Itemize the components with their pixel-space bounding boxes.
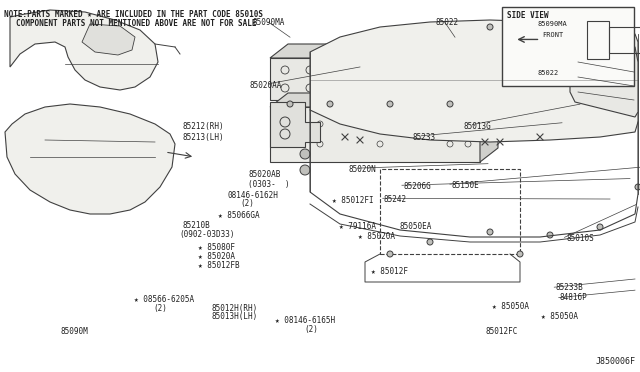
Text: (2): (2) <box>240 199 254 208</box>
Text: 85022: 85022 <box>435 18 458 27</box>
Polygon shape <box>480 93 498 162</box>
Text: SIDE VIEW: SIDE VIEW <box>508 12 549 20</box>
Text: ★ 08566-6205A: ★ 08566-6205A <box>134 295 195 304</box>
Text: J850006F: J850006F <box>596 357 636 366</box>
Polygon shape <box>270 44 473 58</box>
Text: ★ 08146-6165H: ★ 08146-6165H <box>275 316 335 325</box>
Text: ★ 85050A: ★ 85050A <box>492 302 529 311</box>
Circle shape <box>287 101 293 107</box>
Text: 08146-6162H: 08146-6162H <box>227 191 278 200</box>
Text: ★ 85050A: ★ 85050A <box>541 312 578 321</box>
Text: 85020AB: 85020AB <box>248 170 281 179</box>
Bar <box>502 7 634 86</box>
Text: ★ 85080F: ★ 85080F <box>198 243 236 252</box>
Circle shape <box>427 239 433 245</box>
Text: 85010S: 85010S <box>566 234 594 243</box>
Circle shape <box>487 24 493 30</box>
Text: ★ 85012FB: ★ 85012FB <box>198 262 240 270</box>
Text: 85206G: 85206G <box>403 182 431 190</box>
Text: (0902-03D33): (0902-03D33) <box>179 230 235 239</box>
Text: FRONT: FRONT <box>543 32 564 38</box>
Bar <box>270 58 455 100</box>
Text: 85013G: 85013G <box>464 122 492 131</box>
Circle shape <box>597 29 603 35</box>
Text: 85210B: 85210B <box>182 221 210 230</box>
Text: 85212(RH): 85212(RH) <box>182 122 224 131</box>
Polygon shape <box>310 20 638 142</box>
Circle shape <box>517 251 523 257</box>
Text: 85090M: 85090M <box>61 327 88 336</box>
Text: ★ 79116A: ★ 79116A <box>339 222 376 231</box>
Text: ★ 85020A: ★ 85020A <box>198 252 236 261</box>
Circle shape <box>547 232 553 238</box>
Text: (0303-  ): (0303- ) <box>248 180 290 189</box>
Circle shape <box>387 251 393 257</box>
Text: 85022: 85022 <box>538 70 559 76</box>
Circle shape <box>597 224 603 230</box>
Polygon shape <box>10 10 158 90</box>
Polygon shape <box>455 44 473 100</box>
Text: ★ 85012F: ★ 85012F <box>371 267 408 276</box>
Text: COMPONENT PARTS NOT MENTIONED ABOVE ARE NOT FOR SALE: COMPONENT PARTS NOT MENTIONED ABOVE ARE … <box>16 19 257 28</box>
Circle shape <box>547 27 553 33</box>
Circle shape <box>487 229 493 235</box>
Circle shape <box>387 101 393 107</box>
Text: ★ 85012FI: ★ 85012FI <box>332 196 373 205</box>
Text: ★ 85020A: ★ 85020A <box>358 232 396 241</box>
Text: NOTE:PARTS MARKED ★ ARE INCLUDED IN THE PART CODE 85010S: NOTE:PARTS MARKED ★ ARE INCLUDED IN THE … <box>4 10 263 19</box>
Circle shape <box>300 149 310 159</box>
Text: 85090MA: 85090MA <box>253 18 285 27</box>
Bar <box>588 22 609 60</box>
Circle shape <box>635 184 640 190</box>
Polygon shape <box>270 93 498 107</box>
Bar <box>270 107 480 162</box>
Circle shape <box>327 101 333 107</box>
Polygon shape <box>270 102 320 147</box>
Text: 85013H(LH): 85013H(LH) <box>211 312 257 321</box>
Polygon shape <box>82 24 135 55</box>
Text: 85242: 85242 <box>384 195 407 203</box>
Circle shape <box>300 165 310 175</box>
Text: (2): (2) <box>154 304 168 312</box>
Text: 85012H(RH): 85012H(RH) <box>211 304 257 312</box>
Text: (2): (2) <box>304 325 318 334</box>
Bar <box>609 28 640 54</box>
Circle shape <box>447 101 453 107</box>
Text: 85213(LH): 85213(LH) <box>182 133 224 142</box>
Text: 85020N: 85020N <box>349 165 376 174</box>
Text: 85090MA: 85090MA <box>538 22 567 28</box>
Polygon shape <box>5 104 175 214</box>
Bar <box>380 169 520 254</box>
Polygon shape <box>570 34 638 117</box>
Text: 85050EA: 85050EA <box>400 222 433 231</box>
Text: 85150E: 85150E <box>451 181 479 190</box>
Text: 85012FC: 85012FC <box>485 327 518 336</box>
Text: 84816P: 84816P <box>560 293 588 302</box>
Text: 85233: 85233 <box>413 133 436 142</box>
Text: 85020AA: 85020AA <box>250 81 282 90</box>
Text: ★ 85066GA: ★ 85066GA <box>218 211 259 220</box>
Text: 85233B: 85233B <box>556 283 583 292</box>
